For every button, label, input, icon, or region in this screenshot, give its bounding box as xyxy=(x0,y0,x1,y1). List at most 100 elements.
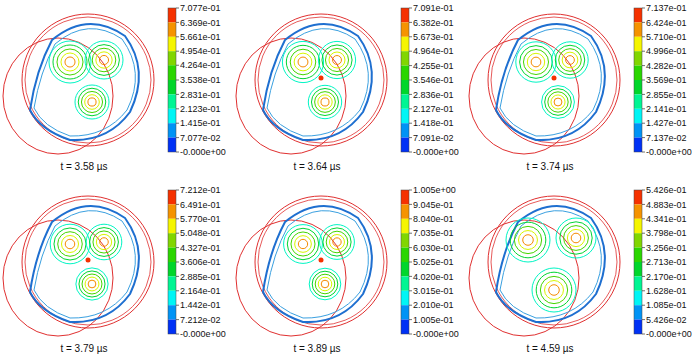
colorbar-tick xyxy=(176,22,179,23)
colorbar-segment xyxy=(168,80,176,94)
colorbar-frame xyxy=(168,8,176,152)
colorbar-label: 5.673e-01 xyxy=(413,32,454,42)
contour-line xyxy=(287,228,318,259)
colorbar-label: 2.164e-01 xyxy=(180,286,221,296)
contact-spot xyxy=(86,258,91,263)
colorbar-segment xyxy=(634,22,642,36)
outline xyxy=(488,196,620,328)
colorbar-label: -0.000e+00 xyxy=(413,329,459,339)
contour-line xyxy=(86,224,122,260)
colorbar-label: 5.426e-02 xyxy=(646,315,687,325)
colorbar-segment xyxy=(168,138,176,152)
colorbar-frame xyxy=(401,190,409,334)
colorbar-tick xyxy=(409,65,412,66)
colorbar-label: 6.382e-01 xyxy=(413,18,454,28)
contour-line xyxy=(559,49,582,72)
colorbar-segment xyxy=(168,305,176,319)
contour-line xyxy=(514,226,541,253)
colorbar-label: 3.569e-01 xyxy=(646,75,687,85)
boundary xyxy=(34,29,135,136)
contour-line xyxy=(291,232,315,256)
colorbar-label: 7.091e-02 xyxy=(413,133,454,143)
colorbar-tick xyxy=(409,79,412,80)
boundary xyxy=(500,211,601,318)
colorbar-label: 2.170e-01 xyxy=(646,272,687,282)
contour-line xyxy=(560,222,592,254)
colorbar-tick xyxy=(642,65,645,66)
colorbar-tick xyxy=(642,79,645,80)
contour-line xyxy=(566,56,575,65)
colorbar-segment xyxy=(634,248,642,262)
colorbar-label: 2.127e-01 xyxy=(413,104,454,114)
colorbar-segment xyxy=(634,37,642,51)
colorbar-tick xyxy=(409,218,412,219)
colorbar-tick xyxy=(176,123,179,124)
colorbar-segment xyxy=(401,51,409,65)
panel-title: t = 3.89 µs xyxy=(293,343,340,354)
colorbar-label: 2.885e-01 xyxy=(180,272,221,282)
colorbar-tick xyxy=(176,108,179,109)
colorbar-tick xyxy=(642,204,645,205)
colorbar-label: 5.661e-01 xyxy=(180,32,221,42)
colorbar-tick xyxy=(642,108,645,109)
contour-line xyxy=(81,91,102,112)
contour-line xyxy=(523,235,534,246)
colorbar-label: 4.327e-01 xyxy=(180,243,221,253)
contour-plot xyxy=(236,196,387,336)
colorbar-label: 5.710e-01 xyxy=(646,32,687,42)
panel-title: t = 3.79 µs xyxy=(60,343,107,354)
colorbar-tick xyxy=(176,247,179,248)
outline xyxy=(491,17,617,143)
contour-line xyxy=(564,226,589,251)
colorbar-tick xyxy=(176,305,179,306)
outline xyxy=(488,14,620,146)
colorbar-tick xyxy=(176,94,179,95)
panel: 7.077e-016.369e-015.661e-014.954e-014.26… xyxy=(3,3,226,172)
colorbar-label: 3.546e-01 xyxy=(413,75,454,85)
colorbar-label: 7.137e-02 xyxy=(646,133,687,143)
colorbar-frame xyxy=(634,8,642,152)
contour-line xyxy=(290,49,316,75)
colorbar-tick xyxy=(642,334,645,335)
colorbar-tick xyxy=(642,319,645,320)
colorbar-label: 1.415e-01 xyxy=(180,118,221,128)
contour-plot xyxy=(3,196,154,336)
colorbar-segment xyxy=(168,190,176,204)
contour-line xyxy=(321,98,329,106)
contour-line xyxy=(552,42,588,78)
panel: 7.091e-016.382e-015.673e-014.964e-014.25… xyxy=(236,3,459,172)
colorbar-tick xyxy=(409,204,412,205)
outline xyxy=(255,14,387,146)
colorbar-label: 1.005e+00 xyxy=(413,185,456,195)
contour-line xyxy=(519,231,538,250)
colorbar-label: 2.713e-01 xyxy=(646,257,687,267)
colorbar-label: -0.000e+00 xyxy=(180,329,226,339)
contour-line xyxy=(323,228,351,256)
colorbar-segment xyxy=(401,80,409,94)
figure: 7.077e-016.369e-015.661e-014.954e-014.26… xyxy=(0,0,700,359)
boundary xyxy=(263,24,372,140)
colorbar-tick xyxy=(176,334,179,335)
colorbar-segment xyxy=(168,37,176,51)
contour-line xyxy=(82,274,102,294)
colorbar-segment xyxy=(634,138,642,152)
colorbar-segment xyxy=(168,204,176,218)
colorbar-segment xyxy=(634,80,642,94)
colorbar-segment xyxy=(634,276,642,290)
colorbar-segment xyxy=(634,8,642,22)
contour-line xyxy=(76,268,108,300)
contour-line xyxy=(545,89,572,116)
contour-line xyxy=(326,231,348,253)
colorbar-tick xyxy=(642,137,645,138)
contour-line xyxy=(298,57,308,67)
colorbar-label: 1.427e-01 xyxy=(646,118,687,128)
colorbar-tick xyxy=(409,51,412,52)
colorbar-label: 1.005e-01 xyxy=(413,315,454,325)
colorbar-tick xyxy=(642,51,645,52)
contour-line xyxy=(318,95,332,109)
colorbar-label: 8.040e-01 xyxy=(413,214,454,224)
contour-line xyxy=(282,41,323,82)
contour-line xyxy=(294,53,312,71)
colorbar-label: -0.000e+00 xyxy=(413,147,459,157)
colorbar-segment xyxy=(401,66,409,80)
